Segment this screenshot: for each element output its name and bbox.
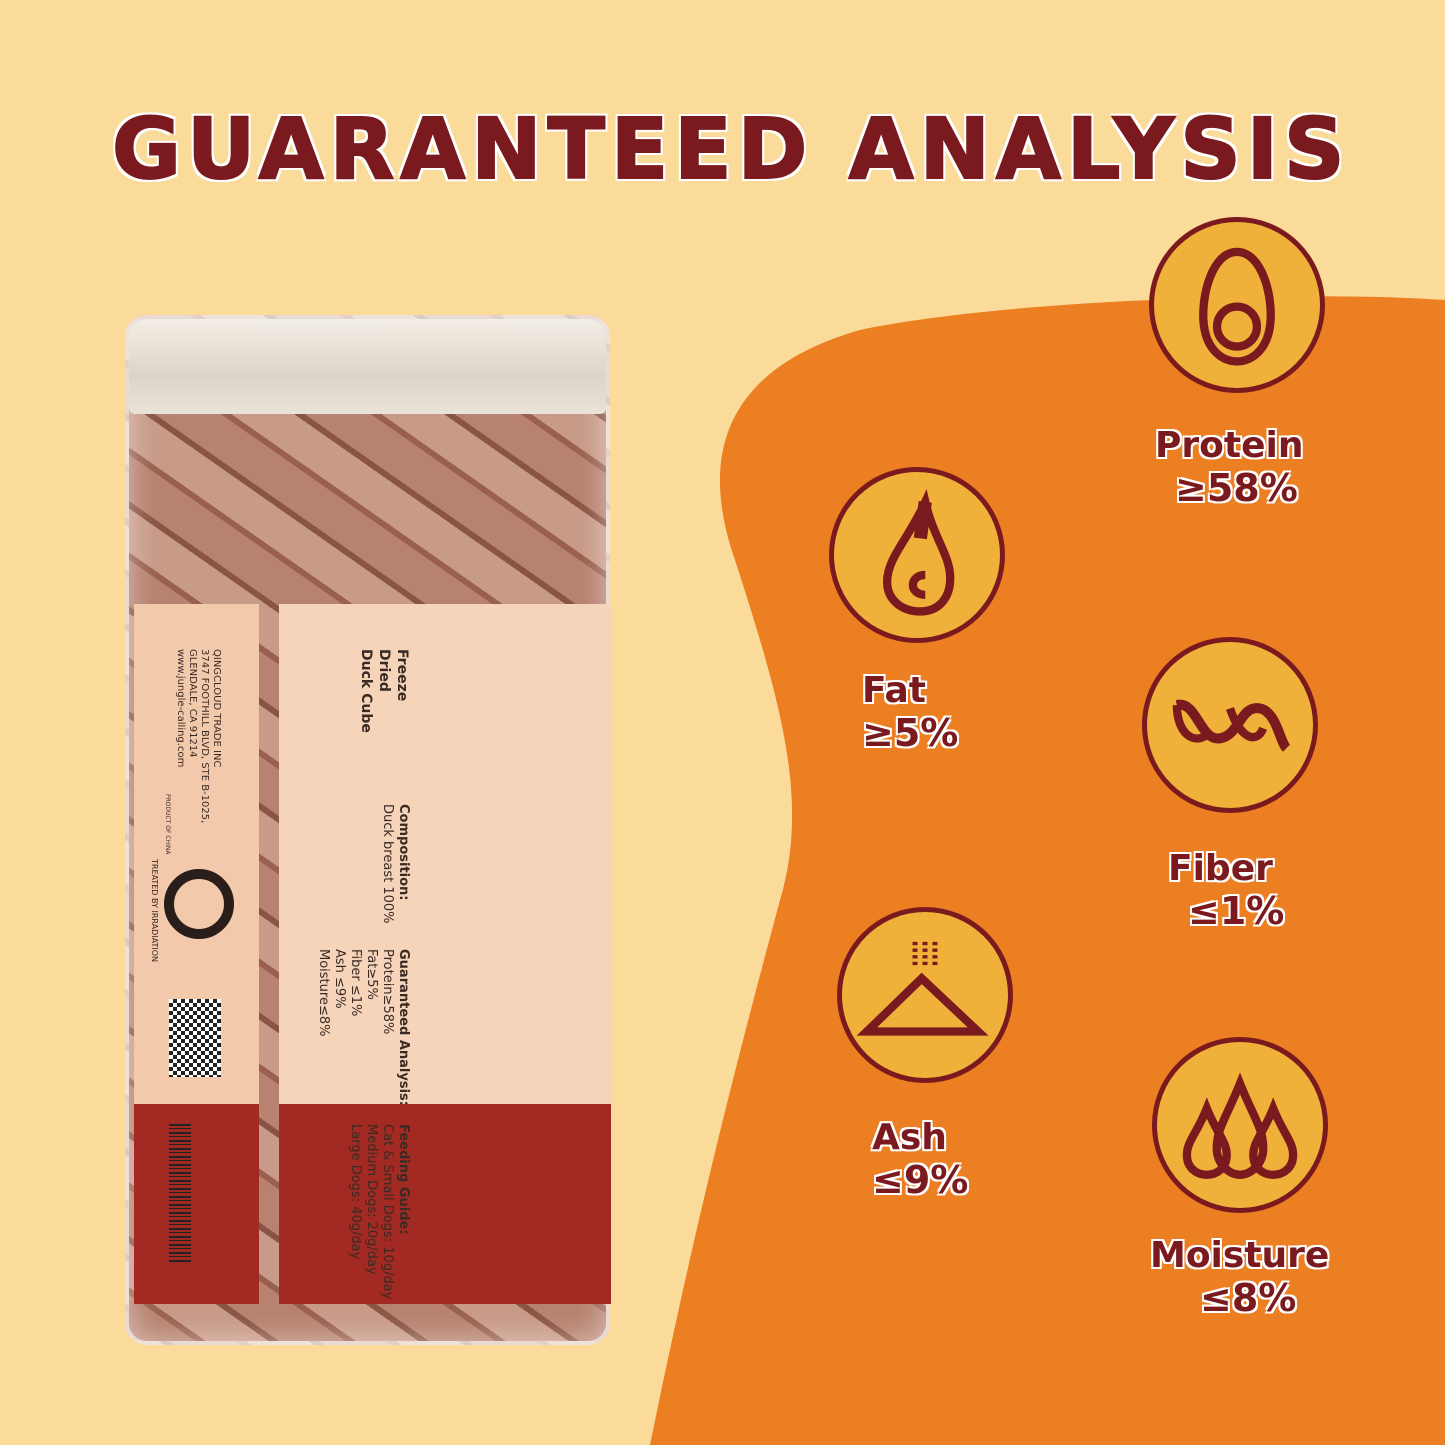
analysis-title: Guaranteed Analysis: [396,949,411,1106]
nutrient-ash: Ash ≤9% [872,1117,968,1202]
jar-label-front: Freeze Dried Duck Cube Composition: Duck… [279,604,611,1304]
egg-icon [1149,217,1325,393]
ash-pile-icon [837,907,1013,1083]
composition-text: Duck breast 100% [380,804,395,924]
analysis-text: Protein≥58% Fat≥5% Fiber ≤1% Ash ≤9% Moi… [316,949,395,1037]
barcode [169,1124,191,1264]
nutrient-fat: Fat ≥5% [862,670,958,755]
nutrient-name: Protein [1155,425,1304,466]
company-address: QINGCLOUD TRADE INC 3747 FOOTHILL BLVD, … [175,649,222,824]
label-red-band: Feeding Guide: Cat & Small Dogs: 10g/day… [279,1104,611,1304]
page-title: GUARANTEED ANALYSIS [111,99,1351,199]
feeding-title: Feeding Guide: [396,1124,411,1235]
nutrient-name: Ash [872,1117,947,1158]
qr-code [169,999,221,1077]
fiber-strand-icon [1142,637,1318,813]
composition-title: Composition: [396,804,411,901]
nutrient-moisture: Moisture ≤8% [1150,1235,1329,1320]
water-drops-icon [1152,1037,1328,1213]
nutrient-protein: Protein ≥58% [1155,425,1303,510]
nutrient-fiber: Fiber ≤1% [1168,848,1284,933]
feeding-text: Cat & Small Dogs: 10g/day Medium Dogs: 2… [348,1124,395,1300]
nutrient-name: Fiber [1168,848,1273,889]
label-red-band [134,1104,259,1304]
nutrient-value: ≤1% [1188,889,1285,933]
product-jar: QINGCLOUD TRADE INC 3747 FOOTHILL BLVD, … [125,315,611,1345]
jar-label-back: QINGCLOUD TRADE INC 3747 FOOTHILL BLVD, … [134,604,259,1304]
irradiation-text: TREATED BY IRRADIATION [150,859,159,962]
nutrient-value: ≥58% [1175,466,1298,510]
oil-drop-icon [829,467,1005,643]
product-name: Freeze Dried Duck Cube [358,649,410,733]
nutrient-name: Moisture [1150,1235,1330,1276]
nutrient-value: ≥5% [862,711,959,755]
nutrient-value: ≤8% [1200,1276,1297,1320]
jar-lid [129,319,606,414]
irradiation-logo [164,869,234,939]
origin-text: PRODUCT OF CHINA [164,794,171,855]
nutrient-name: Fat [862,670,926,711]
nutrient-value: ≤9% [872,1158,969,1202]
